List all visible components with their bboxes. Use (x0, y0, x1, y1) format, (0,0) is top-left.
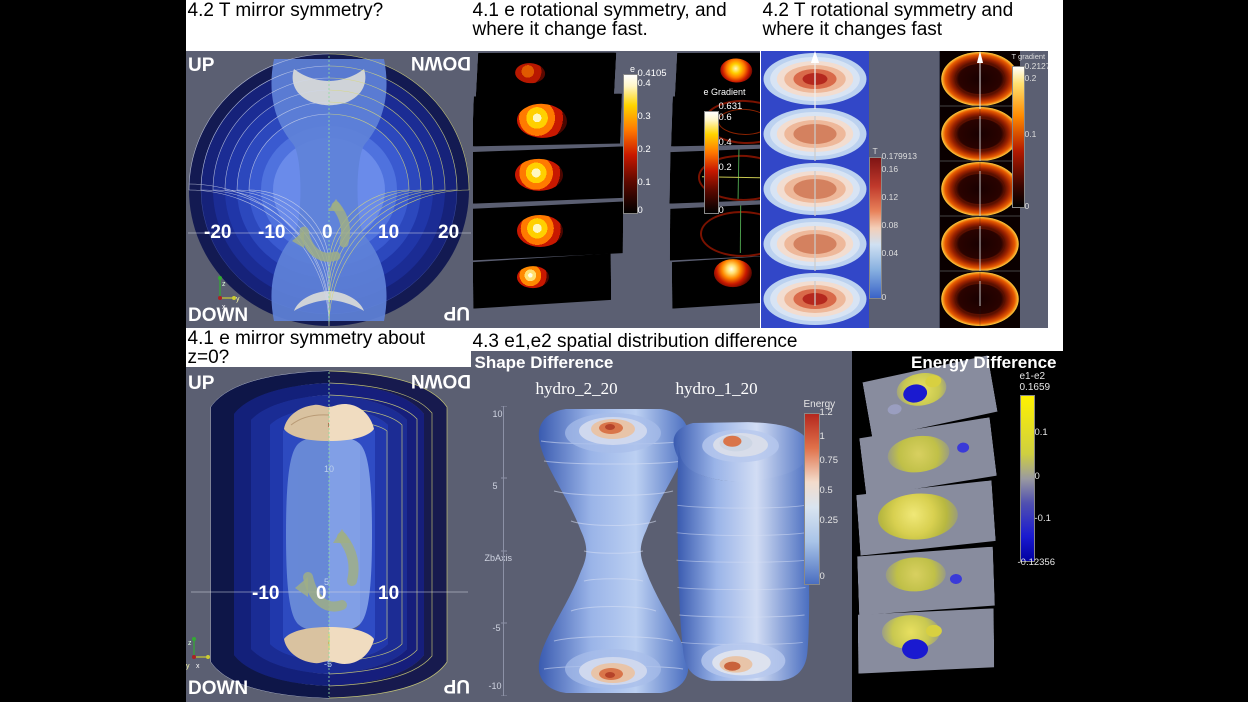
svg-text:DOWN: DOWN (188, 678, 248, 699)
svg-text:y: y (186, 663, 190, 670)
svg-text:-5: -5 (324, 659, 332, 669)
svg-text:0: 0 (316, 583, 327, 604)
svg-text:0: 0 (322, 222, 333, 243)
svg-text:UP: UP (443, 675, 470, 696)
svg-text:DOWN: DOWN (188, 305, 248, 326)
svg-text:-10: -10 (252, 583, 279, 604)
svg-text:DOWN: DOWN (410, 370, 470, 391)
svg-text:-20: -20 (204, 222, 231, 243)
svg-text:10: 10 (324, 464, 334, 474)
svg-text:x: x (222, 304, 226, 311)
svg-text:DOWN: DOWN (410, 52, 470, 73)
svg-text:UP: UP (188, 373, 215, 394)
svg-text:-10: -10 (258, 222, 285, 243)
svg-text:10: 10 (378, 583, 399, 604)
svg-text:20: 20 (438, 222, 459, 243)
svg-text:UP: UP (188, 55, 215, 76)
svg-text:10: 10 (378, 222, 399, 243)
svg-text:z: z (222, 281, 226, 288)
svg-text:z: z (188, 640, 192, 647)
svg-text:y: y (236, 296, 240, 303)
svg-text:UP: UP (443, 302, 470, 323)
svg-text:x: x (196, 663, 200, 670)
